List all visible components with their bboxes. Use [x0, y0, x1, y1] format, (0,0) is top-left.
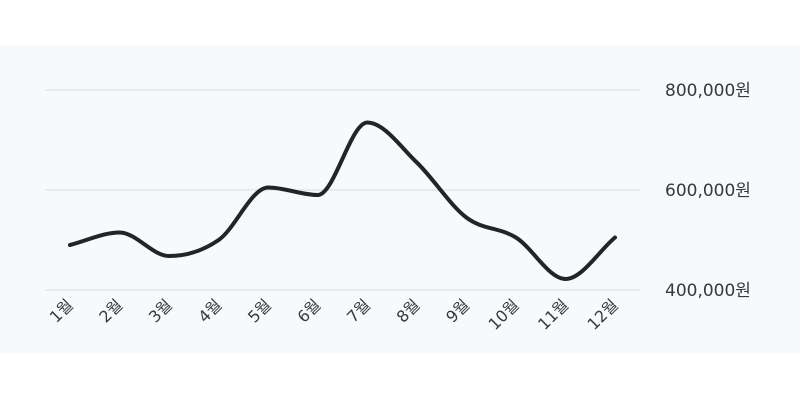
series-line-0	[68, 120, 617, 281]
x-tick-label: 9월	[442, 295, 473, 326]
x-tick-label: 3월	[145, 295, 176, 326]
series-layer	[68, 120, 617, 281]
x-tick-label: 7월	[343, 295, 374, 326]
x-tick-label: 6월	[294, 295, 325, 326]
x-tick-label: 5월	[244, 295, 275, 326]
x-tick-label: 10월	[484, 295, 522, 333]
grid-layer	[45, 89, 640, 291]
y-axis-ticks: 400,000원 600,000원 800,000원	[665, 81, 751, 301]
x-tick-label: 2월	[95, 295, 126, 326]
x-tick-label: 12월	[584, 295, 622, 333]
chart-panel	[0, 45, 800, 353]
y-tick-label: 800,000원	[665, 81, 751, 101]
y-tick-label: 600,000원	[665, 181, 751, 201]
x-tick-label: 1월	[46, 295, 77, 326]
y-tick-label: 400,000원	[665, 281, 751, 301]
x-tick-label: 8월	[393, 295, 424, 326]
x-axis-ticks: 1월 2월 3월 4월 5월 6월 7월 8월 9월 10월 11월 12월	[46, 295, 622, 333]
x-tick-label: 11월	[534, 295, 572, 333]
x-tick-label: 4월	[194, 295, 225, 326]
